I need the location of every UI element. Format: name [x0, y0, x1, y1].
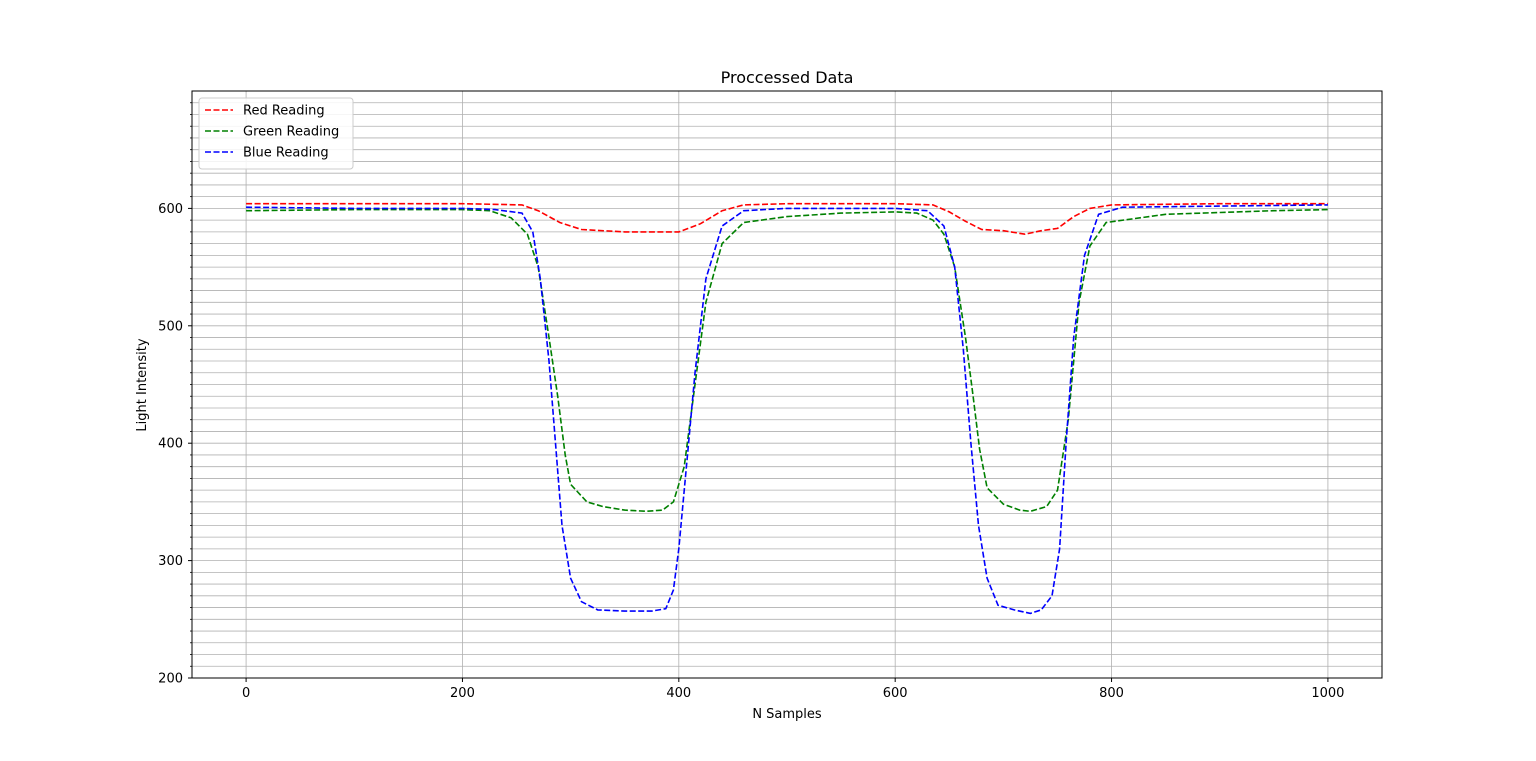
series-line-blue-reading [246, 204, 1328, 615]
axes-layer: 0 200 400 600 800 1000 200 300 400 500 600 [158, 90, 1383, 701]
legend: Red Reading Green Reading Blue Reading [198, 97, 354, 170]
y-tick-label: 200 [158, 672, 183, 687]
series-layer [246, 202, 1328, 615]
series-line-red-reading [246, 202, 1328, 236]
x-tick-label: 400 [666, 686, 691, 701]
legend-box [198, 97, 354, 170]
y-tick-label: 500 [158, 319, 183, 334]
series-line-green-reading [246, 208, 1328, 513]
y-tick-label: 300 [158, 554, 183, 569]
chart-title: Proccessed Data [721, 68, 854, 87]
x-tick-label: 0 [242, 686, 250, 701]
y-tick-label: 400 [158, 437, 183, 452]
x-tick-label: 200 [450, 686, 475, 701]
y-tick-label: 600 [158, 202, 183, 217]
legend-label: Red Reading [243, 104, 325, 119]
y-axis-label: Light Intensity [135, 338, 150, 431]
x-tick-label: 800 [1099, 686, 1124, 701]
x-axis-label: N Samples [752, 707, 822, 722]
legend-label: Blue Reading [243, 146, 329, 161]
x-tick-label: 600 [883, 686, 908, 701]
grid-layer [192, 91, 1382, 678]
x-tick-label: 1000 [1311, 686, 1344, 701]
legend-label: Green Reading [243, 125, 339, 140]
